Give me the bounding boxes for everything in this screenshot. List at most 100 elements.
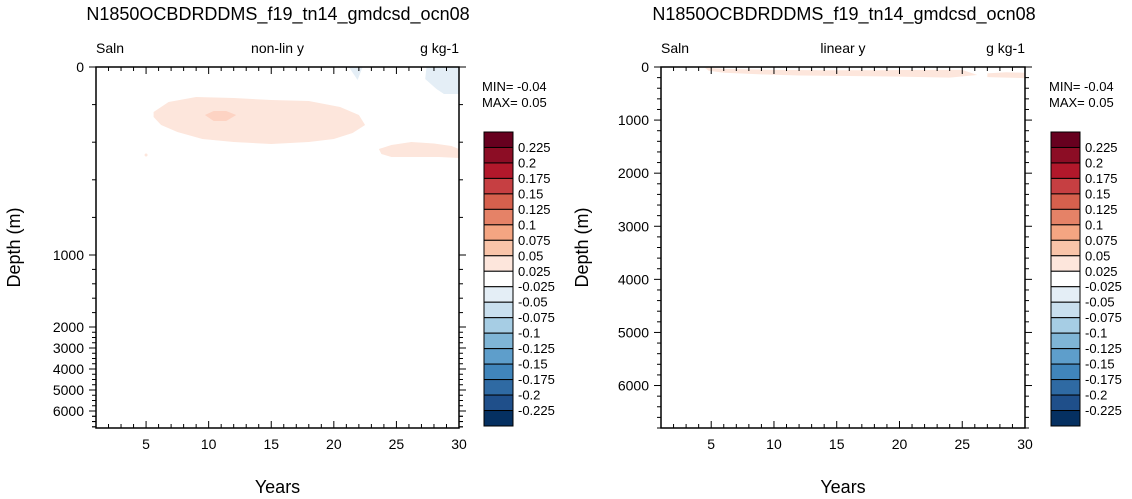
- y-tick-label: 5000: [53, 382, 84, 398]
- colorbar-label: -0.125: [1085, 341, 1122, 356]
- y-tick-label: 0: [76, 59, 84, 75]
- contour-1: [704, 67, 978, 78]
- y-tick-label: 2000: [618, 165, 649, 181]
- colorbar-label: 0.125: [518, 202, 551, 217]
- x-tick-label: 5: [142, 436, 150, 452]
- colorbar-box: [483, 224, 514, 241]
- colorbar-label: 0.075: [518, 233, 551, 248]
- y-tick-label: 0: [641, 59, 649, 75]
- colorbar-box: [483, 332, 514, 350]
- y-tick-label: 4000: [53, 361, 84, 377]
- colorbar-box: [1050, 177, 1081, 195]
- x-tick-label: 15: [829, 436, 845, 452]
- colorbar-box: [483, 301, 514, 319]
- x-tick-label: 20: [326, 436, 342, 452]
- x-tick-label: 25: [954, 436, 970, 452]
- colorbar-label: -0.125: [518, 341, 555, 356]
- colorbar-box: [483, 131, 514, 148]
- max-label: MAX= 0.05: [482, 95, 547, 110]
- plot-frame: [95, 66, 460, 429]
- colorbar-box: [483, 177, 514, 195]
- colorbar-box: [1050, 224, 1081, 241]
- x-tick-label: 10: [201, 436, 217, 452]
- colorbar-box: [1050, 332, 1081, 350]
- contour-3: [204, 111, 237, 121]
- y-axis-label: Depth (m): [4, 207, 24, 287]
- colorbar-box: [483, 379, 514, 396]
- colorbar-box: [1050, 301, 1081, 319]
- colorbar-label: 0.025: [1085, 264, 1118, 279]
- colorbar-label: 0.225: [518, 140, 551, 155]
- contour-2: [378, 142, 459, 158]
- colorbar-box: [483, 239, 514, 257]
- colorbar-label: -0.225: [1085, 403, 1122, 418]
- colorbar-box: [483, 193, 514, 210]
- colorbar-box: [483, 363, 514, 381]
- colorbar-label: 0.1: [1085, 217, 1103, 232]
- colorbar-box: [1050, 363, 1081, 381]
- x-axis-label: Years: [820, 477, 865, 497]
- contour-1: [153, 97, 366, 144]
- x-tick-label: 15: [263, 436, 279, 452]
- colorbar-box: [483, 410, 514, 427]
- max-label: MAX= 0.05: [1049, 95, 1114, 110]
- contour-5: [348, 67, 363, 80]
- colorbar-box: [1050, 394, 1081, 412]
- colorbar-box: [483, 270, 514, 288]
- chart-title: N1850OCBDRDDMS_f19_tn14_gmdcsd_ocn08: [652, 4, 1035, 25]
- colorbar-box: [483, 146, 514, 164]
- colorbar-label: 0.175: [1085, 171, 1118, 186]
- colorbar-label: -0.175: [1085, 372, 1122, 387]
- x-tick-label: 30: [1017, 436, 1033, 452]
- x-tick-label: 25: [389, 436, 405, 452]
- colorbar-label: 0.075: [1085, 233, 1118, 248]
- colorbar-label: 0.1: [518, 217, 536, 232]
- colorbar-box: [1050, 255, 1081, 272]
- right-string: g kg-1: [986, 40, 1025, 56]
- colorbar-label: -0.025: [1085, 279, 1122, 294]
- colorbar-box: [1050, 239, 1081, 257]
- min-label: MIN= -0.04: [1049, 79, 1114, 94]
- colorbar-box: [483, 394, 514, 412]
- colorbar-label: 0.125: [1085, 202, 1118, 217]
- colorbar-label: 0.2: [518, 155, 536, 170]
- panel-1: N1850OCBDRDDMS_f19_tn14_gmdcsd_ocn08 Saln…: [4, 4, 555, 497]
- colorbar-box: [1050, 410, 1081, 427]
- colorbar-label: -0.075: [1085, 310, 1122, 325]
- colorbar-label: -0.075: [518, 310, 555, 325]
- contour-2: [987, 72, 1025, 79]
- x-tick-label: 5: [707, 436, 715, 452]
- colorbar-box: [1050, 286, 1081, 303]
- center-string: non-lin y: [251, 40, 304, 56]
- left-string: Saln: [96, 40, 124, 56]
- colorbar-label: -0.15: [518, 357, 548, 372]
- colorbar-box: [1050, 131, 1081, 148]
- colorbar-label: 0.025: [518, 264, 551, 279]
- colorbar-label: 0.175: [518, 171, 551, 186]
- y-tick-label: 3000: [618, 218, 649, 234]
- colorbar-label: 0.15: [1085, 186, 1110, 201]
- colorbar-box: [483, 162, 514, 179]
- plot-frame: [660, 66, 1026, 429]
- colorbar-label: 0.05: [1085, 248, 1110, 263]
- colorbar-box: [483, 317, 514, 334]
- y-tick-label: 2000: [53, 319, 84, 335]
- colorbar-label: -0.2: [518, 388, 540, 403]
- y-tick-label: 6000: [53, 403, 84, 419]
- colorbar-label: -0.025: [518, 279, 555, 294]
- colorbar: 0.2250.20.1750.150.1250.10.0750.050.025-…: [483, 131, 555, 427]
- colorbar-box: [483, 286, 514, 303]
- x-tick-label: 30: [451, 436, 467, 452]
- chart-title: N1850OCBDRDDMS_f19_tn14_gmdcsd_ocn08: [86, 4, 469, 25]
- x-axis-label: Years: [255, 477, 300, 497]
- colorbar-label: -0.225: [518, 403, 555, 418]
- y-tick-label: 5000: [618, 324, 649, 340]
- colorbar-label: -0.15: [1085, 357, 1115, 372]
- colorbar-box: [1050, 317, 1081, 334]
- y-axis-label: Depth (m): [572, 207, 592, 287]
- colorbar-box: [1050, 270, 1081, 288]
- colorbar-box: [1050, 208, 1081, 226]
- colorbar-label: 0.225: [1085, 140, 1118, 155]
- contour-dot: [144, 153, 148, 157]
